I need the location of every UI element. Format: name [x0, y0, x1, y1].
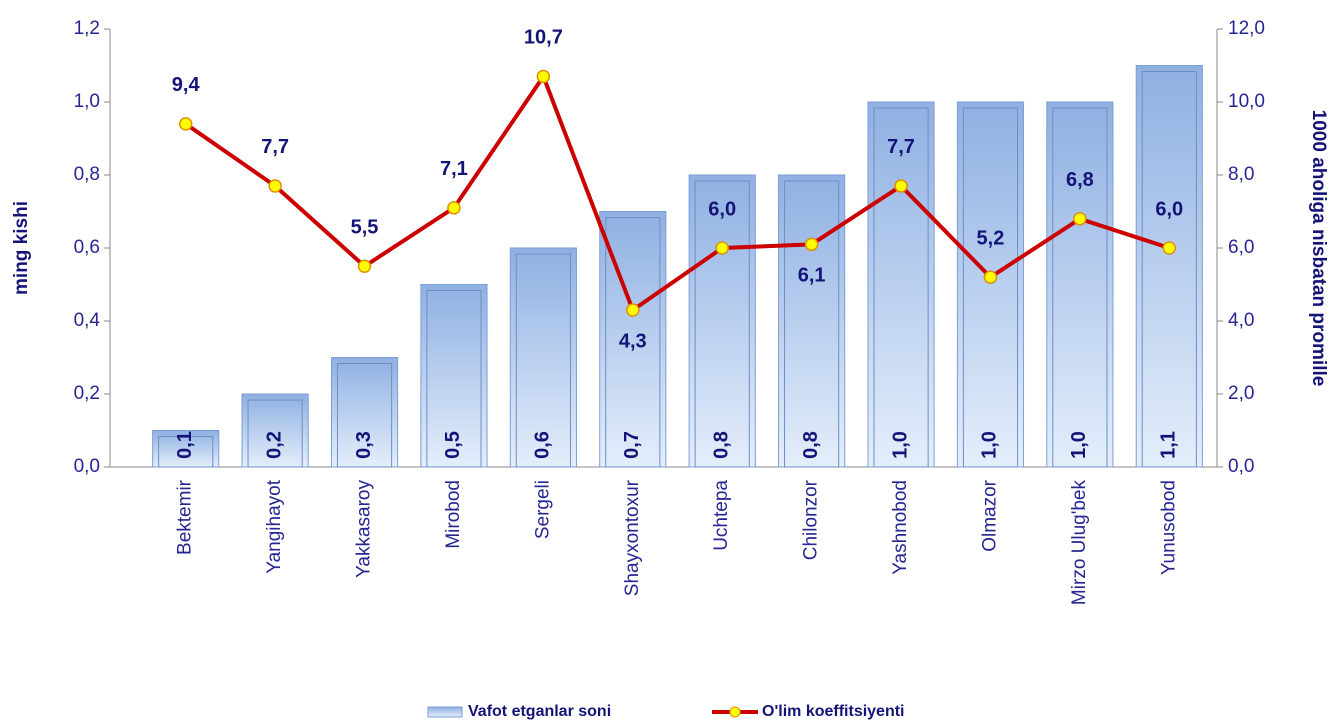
bar-value-label: 0,8 [710, 431, 732, 459]
line-marker [804, 237, 819, 252]
y2-tick-label: 0,0 [1228, 456, 1254, 477]
bar-value-label: 1,0 [979, 431, 1001, 459]
bar [1135, 65, 1203, 468]
bar-value-label: 0,2 [263, 431, 285, 459]
x-tick-label: Yashnobod [890, 480, 911, 575]
bar-inner [247, 399, 303, 468]
x-tick-label: Bektemir [175, 479, 196, 555]
line [184, 72, 1170, 314]
line-value-label: 5,2 [977, 227, 1005, 249]
y2-tick-label: 12,0 [1228, 18, 1265, 39]
bar-inner [784, 180, 840, 468]
x-tick-label: Yunusobod [1158, 480, 1179, 575]
y-tick-label: 1,0 [74, 91, 100, 112]
y2-tick-label: 4,0 [1228, 310, 1254, 331]
y2-tick-label: 10,0 [1228, 91, 1265, 112]
bar-value-label: 0,7 [621, 431, 643, 459]
line-value-label: 9,4 [172, 74, 201, 96]
line-value-label: 6,8 [1066, 169, 1094, 191]
bar [956, 101, 1025, 468]
line-marker [536, 69, 551, 84]
y2-tick-label: 2,0 [1228, 383, 1254, 404]
bar-inner [694, 180, 750, 468]
line-value-label: 7,7 [261, 136, 289, 158]
x-tick-label: Mirzo Ulug'bek [1069, 480, 1090, 606]
x-tick-label: Sergeli [532, 480, 553, 539]
bar-value-label: 0,1 [174, 431, 196, 459]
line-value-label: 7,7 [887, 136, 915, 158]
bar [688, 174, 756, 468]
bar [778, 174, 846, 468]
y-tick-label: 1,2 [74, 18, 100, 39]
y2-axis-title: 1000 aholiga nisbatan promille [1308, 110, 1329, 387]
bar-value-label: 0,5 [442, 431, 464, 459]
line-marker [1162, 241, 1177, 255]
legend-marker [729, 706, 741, 718]
x-tick-label: Uchtepa [711, 480, 732, 551]
bar-value-label: 0,6 [532, 431, 554, 459]
line-value-label: 6,0 [1155, 198, 1183, 220]
y-tick-label: 0,0 [74, 456, 100, 477]
line-value-label: 6,0 [708, 198, 736, 220]
bar-inner [1052, 107, 1108, 468]
bar-inner [336, 363, 393, 468]
x-tick-label: Yakkasaroy [354, 480, 375, 578]
bar-inner [962, 107, 1019, 468]
bar-inner [158, 436, 214, 468]
line-marker [1073, 212, 1087, 226]
line-marker [894, 179, 908, 193]
legend-swatch [427, 706, 463, 718]
line-marker [357, 259, 372, 273]
y2-tick-label: 6,0 [1228, 237, 1254, 258]
x-tick-label: Chilonzor [801, 479, 822, 560]
bar-value-label: 0,8 [800, 431, 822, 459]
bar-value-label: 1,1 [1158, 431, 1180, 459]
bar [420, 284, 488, 468]
x-tick-label: Olmazor [979, 479, 1000, 551]
bar-inner [605, 217, 661, 468]
line-marker [447, 201, 461, 215]
line-marker [268, 179, 282, 193]
line-marker [715, 241, 729, 255]
x-tick-label: Mirobod [443, 480, 464, 549]
line-value-label: 10,7 [524, 27, 563, 49]
y-tick-label: 0,2 [74, 383, 100, 404]
bar [241, 393, 309, 468]
bar [867, 101, 935, 468]
bar [1046, 101, 1114, 468]
x-tick-label: Yangihayot [264, 479, 285, 573]
x-tick-label: Shayxontoxur [622, 479, 643, 596]
line-marker [983, 270, 998, 284]
line-marker [178, 117, 193, 131]
y-tick-label: 0,4 [74, 310, 101, 331]
y2-tick-label: 8,0 [1228, 164, 1254, 185]
y-tick-label: 0,8 [74, 164, 100, 185]
y-tick-label: 0,6 [74, 237, 100, 258]
line-value-label: 6,1 [798, 265, 826, 287]
bar-value-label: 1,0 [1068, 431, 1090, 459]
bar [330, 357, 399, 468]
bar-value-label: 1,0 [889, 431, 911, 459]
bar-value-label: 0,3 [353, 431, 375, 459]
bar-inner [515, 253, 571, 468]
legend-label: O'lim koeffitsiyenti [762, 703, 905, 720]
line-value-label: 5,5 [351, 217, 379, 239]
line-marker [626, 303, 640, 317]
bar [509, 247, 577, 468]
line-value-label: 4,3 [619, 330, 647, 352]
legend-label: Vafot etganlar soni [468, 703, 611, 720]
y-axis-title: ming kishi [11, 201, 32, 295]
line-value-label: 7,1 [440, 158, 468, 180]
bar-inner [873, 107, 929, 468]
bar-inner [1141, 71, 1197, 468]
bar-inner [426, 290, 482, 468]
